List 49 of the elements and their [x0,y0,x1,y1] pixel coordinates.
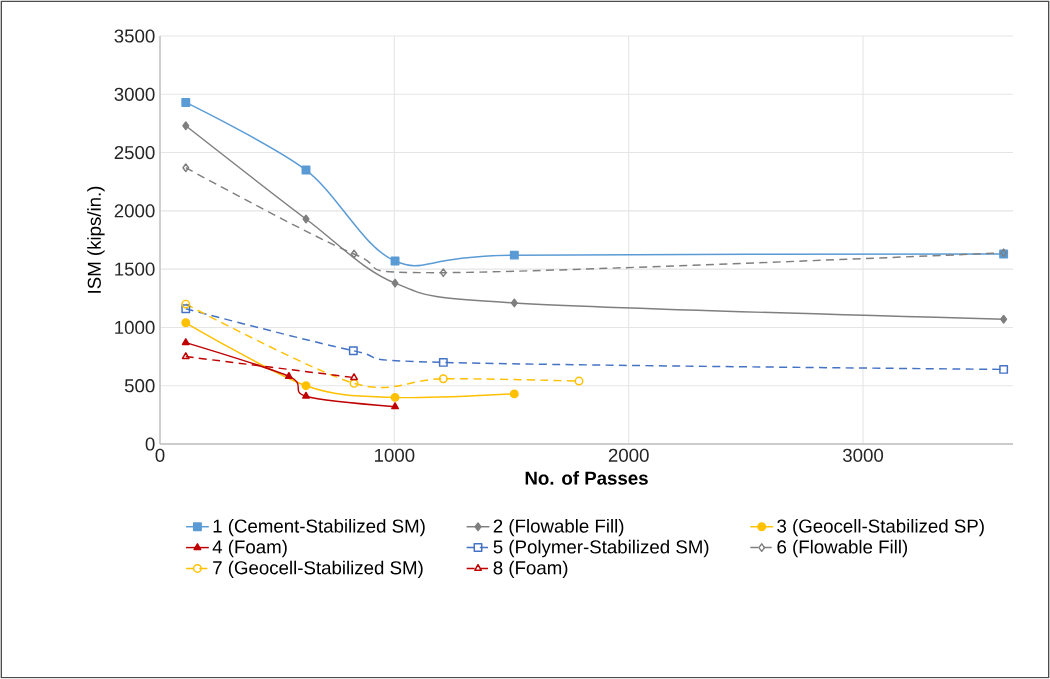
point [302,214,310,224]
y-tick-label: 2500 [114,145,155,160]
point [301,381,311,391]
legend-label: 3 (Geocell-Stabilized SP) [777,518,984,537]
legend-label: 1 (Cement-Stabilized SM) [213,518,425,537]
y-tick-label: 3500 [114,29,155,43]
legend-label: 8 (Foam) [493,560,568,579]
point [574,376,584,386]
x-tick-label: 0 [155,448,165,462]
x-tick-label: 3000 [842,448,884,462]
y-tick-label: 1500 [115,262,155,276]
point [999,364,1009,374]
x-tick-label: 1000 [375,448,415,462]
point [438,357,448,367]
x-tick-label: 2000 [608,448,649,462]
point [301,165,311,175]
point [182,163,190,173]
point [390,392,400,402]
point [284,371,293,379]
point [348,346,358,356]
point [182,121,190,131]
point [510,298,518,308]
point [181,338,190,346]
point [350,249,358,259]
legend-label: 4 (Foam) [212,539,287,558]
legend-label: 5 (Polymer-Stabilized SM) [493,539,709,558]
point [391,402,400,410]
point [302,391,310,399]
point [390,256,400,266]
point [438,374,448,384]
y-tick-label: 2000 [114,204,155,218]
legend-label: 6 (Flowable Fill) [777,539,908,558]
point [1000,314,1008,324]
y-tick-label: 0 [145,437,155,451]
y-tick-label: 3000 [114,87,155,101]
point [509,250,519,260]
point [439,268,447,278]
point [391,278,399,288]
point [181,318,191,328]
point [181,299,191,309]
point [181,304,191,314]
legend-label: 2 (Flowable Fill) [493,518,624,537]
y-axis-title: ISM (kips/in.) [87,186,105,293]
legend-label: 7 (Geocell-Stabilized SM) [213,560,423,579]
y-tick-label: 500 [124,379,155,393]
y-tick-label: 1000 [115,320,155,335]
x-axis-title: No. of Passes [525,471,648,485]
point [181,97,191,107]
point [509,389,519,399]
